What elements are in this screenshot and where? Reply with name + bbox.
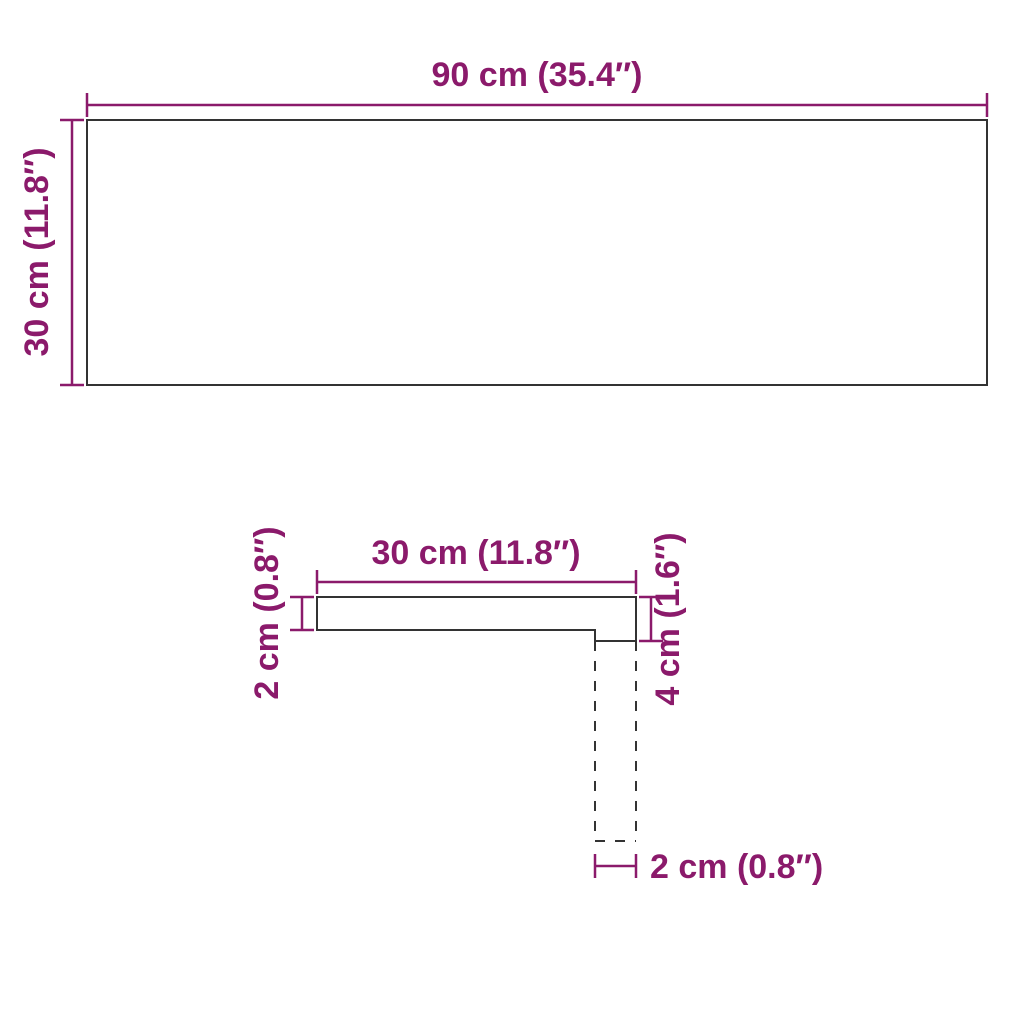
dimension-label: 2 cm (0.8″) [650,848,823,886]
top-view-outline [87,120,987,385]
dimension-label: 30 cm (11.8″) [371,534,580,572]
side-view-outline [317,597,636,641]
dimension-label: 2 cm (0.8″) [248,526,286,699]
dimension-label: 30 cm (11.8″) [18,147,56,356]
dimension-label: 90 cm (35.4″) [432,56,643,94]
dimension-label: 4 cm (1.6″) [649,532,687,705]
